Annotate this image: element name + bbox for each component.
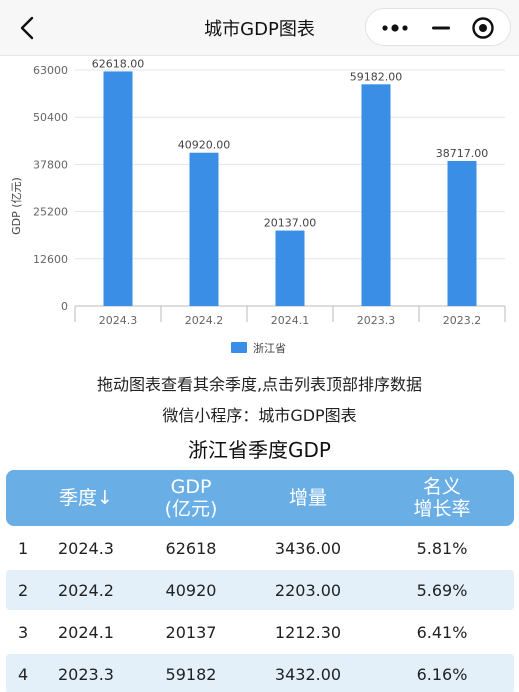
- bar[interactable]: [275, 230, 305, 306]
- x-tick-label: 2024.1: [271, 314, 310, 327]
- table-row[interactable]: 1 2024.3 62618 3436.00 5.81%: [6, 528, 514, 568]
- row-increase: 2203.00: [274, 580, 342, 600]
- row-quarter: 2024.2: [58, 580, 114, 600]
- row-gdp: 59182: [165, 664, 217, 684]
- quarter-sort-header[interactable]: 季度↓: [59, 487, 113, 509]
- row-quarter: 2023.3: [58, 664, 114, 684]
- y-axis-ticks: 63000 50400 37800 25200 12600 0: [33, 64, 68, 313]
- row-increase: 3436.00: [274, 538, 342, 558]
- row-gdp: 20137: [165, 622, 217, 642]
- x-tick-label: 2024.2: [185, 314, 224, 327]
- row-increase: 1212.30: [274, 622, 342, 642]
- x-tick-label: 2023.3: [357, 314, 396, 327]
- row-growth: 5.69%: [416, 580, 468, 600]
- x-axis-ticks: 2024.3 2024.2 2024.1 2023.3 2023.2: [74, 306, 506, 327]
- capsule-menu: [365, 8, 511, 46]
- row-gdp: 40920: [165, 580, 217, 600]
- table-title: 浙江省季度GDP: [188, 438, 331, 462]
- x-tick-label: 2024.3: [99, 314, 138, 327]
- legend[interactable]: 浙江省: [231, 342, 286, 355]
- table-header: 季度↓ GDP (亿元) 增量 名义 增长率: [6, 470, 514, 526]
- bar-value-label: 62618.00: [92, 57, 145, 70]
- table-row[interactable]: 2 2024.2 40920 2203.00 5.69%: [6, 570, 514, 610]
- bar[interactable]: [447, 160, 477, 306]
- back-button[interactable]: [14, 14, 42, 42]
- legend-swatch: [231, 342, 247, 353]
- y-tick-label: 25200: [33, 206, 68, 219]
- minus-icon: [432, 26, 450, 30]
- gdp-header-line2: (亿元): [164, 498, 218, 520]
- nav-bar: 城市GDP图表: [0, 0, 519, 56]
- y-axis-title: GDP (亿元): [10, 177, 23, 235]
- row-rank: 1: [18, 538, 29, 558]
- chart-data-labels: 62618.00 40920.00 20137.00 59182.00 38717.00: [92, 57, 489, 229]
- drag-hint: 拖动图表查看其余季度,点击列表顶部排序数据: [96, 375, 423, 394]
- y-tick-label: 0: [61, 300, 68, 313]
- bar[interactable]: [189, 152, 219, 306]
- more-dots-icon: [382, 24, 408, 32]
- gdp-bar-chart[interactable]: 63000 50400 37800 25200 12600 0 62618.00 40920…: [0, 56, 519, 366]
- y-tick-label: 50400: [33, 111, 68, 124]
- close-button[interactable]: [470, 15, 496, 41]
- gdp-header-line1: GDP: [170, 476, 212, 498]
- gdp-sort-header[interactable]: GDP (亿元): [136, 476, 246, 520]
- row-rank: 2: [18, 580, 29, 600]
- bar-value-label: 40920.00: [178, 139, 231, 152]
- page-title: 城市GDP图表: [204, 19, 315, 40]
- y-tick-label: 63000: [33, 64, 68, 77]
- row-growth: 6.16%: [416, 664, 468, 684]
- legend-label: 浙江省: [253, 342, 286, 355]
- minimize-button[interactable]: [426, 18, 456, 38]
- row-quarter: 2024.1: [58, 622, 114, 642]
- bar-value-label: 20137.00: [264, 217, 317, 230]
- row-quarter: 2024.3: [58, 538, 114, 558]
- row-growth: 6.41%: [416, 622, 468, 642]
- growth-header-line1: 名义: [422, 476, 461, 498]
- bar-value-label: 59182.00: [350, 70, 403, 83]
- bar-value-label: 38717.00: [436, 147, 489, 160]
- x-tick-label: 2023.2: [443, 314, 482, 327]
- bar[interactable]: [361, 84, 391, 306]
- chart-bars: [103, 71, 477, 306]
- row-increase: 3432.00: [274, 664, 342, 684]
- y-tick-label: 37800: [33, 158, 68, 171]
- growth-sort-header[interactable]: 名义 增长率: [370, 476, 514, 520]
- gdp-table: 季度↓ GDP (亿元) 增量 名义 增长率 1 2024.3 62618 34…: [6, 470, 514, 692]
- more-button[interactable]: [378, 18, 412, 38]
- table-row[interactable]: 3 2024.1 20137 1212.30 6.41%: [6, 612, 514, 652]
- table-row[interactable]: 4 2023.3 59182 3432.00 6.16%: [6, 654, 514, 692]
- row-growth: 5.81%: [416, 538, 468, 558]
- row-rank: 4: [18, 664, 29, 684]
- mini-program-note: 微信小程序：城市GDP图表: [162, 406, 357, 425]
- row-rank: 3: [18, 622, 29, 642]
- growth-header-line2: 增长率: [413, 498, 471, 520]
- chevron-left-icon: [20, 16, 34, 40]
- target-circle-icon: [472, 17, 494, 39]
- y-tick-label: 12600: [33, 253, 68, 266]
- increase-sort-header[interactable]: 增量: [288, 487, 327, 509]
- bar[interactable]: [103, 71, 133, 306]
- row-gdp: 62618: [165, 538, 217, 558]
